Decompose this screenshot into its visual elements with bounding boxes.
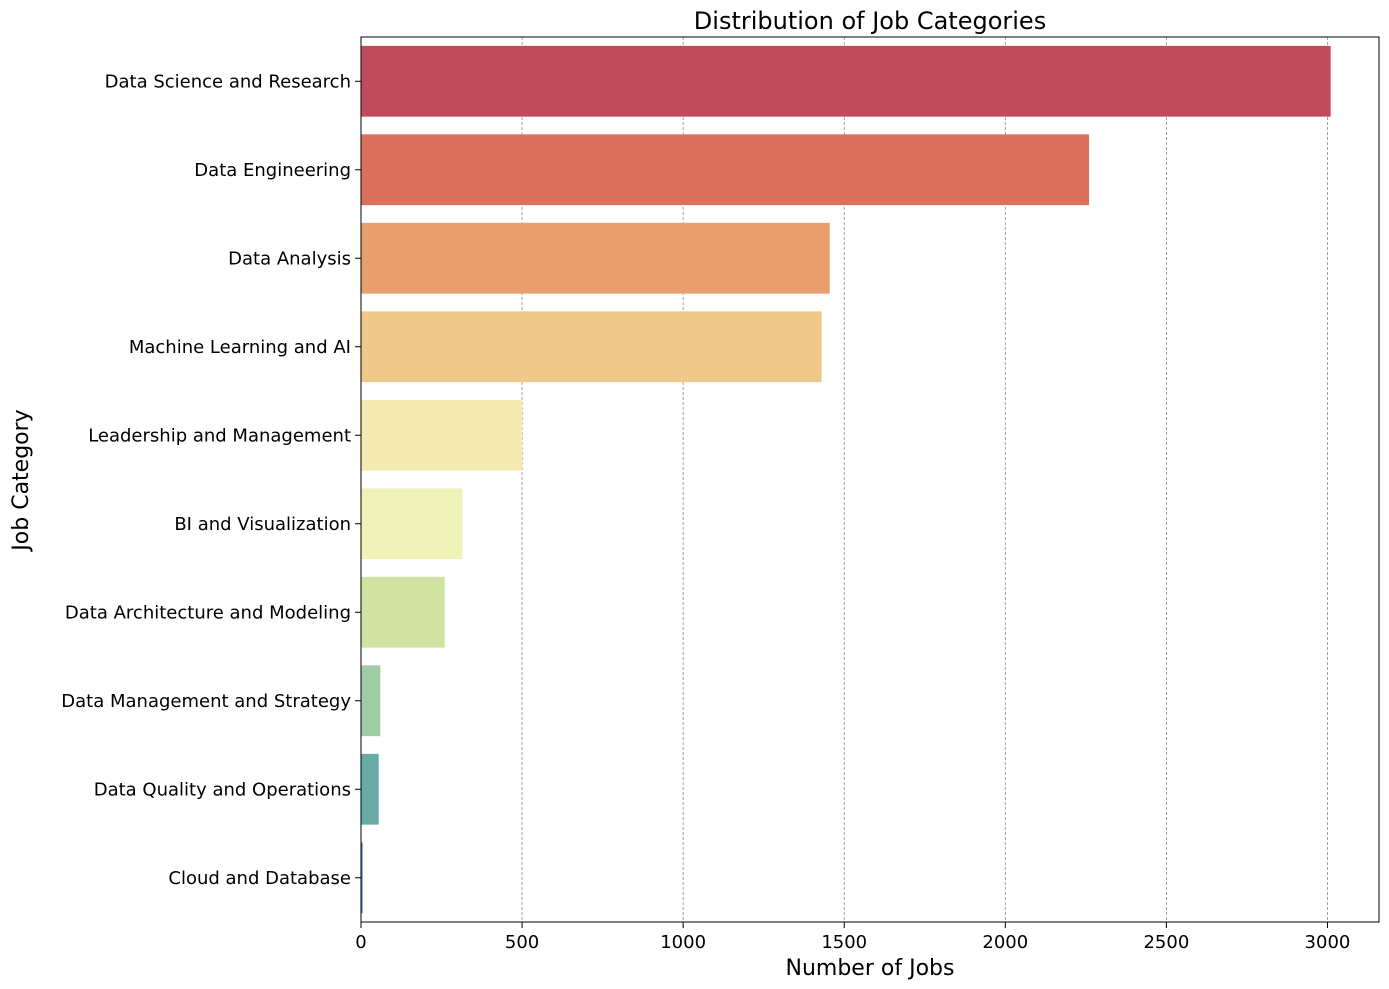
y-category-label: Data Quality and Operations <box>94 779 351 800</box>
y-category-label: Leadership and Management <box>88 425 351 446</box>
x-axis-ticks: 0 500 1000 1500 2000 2500 3000 <box>355 922 1350 953</box>
bar <box>361 842 363 914</box>
bars <box>361 45 1331 914</box>
x-tick-label: 1500 <box>821 932 867 953</box>
plot-frame <box>360 36 1380 923</box>
bar <box>361 753 379 825</box>
y-axis-categories: Data Science and Research Data Engineerin… <box>61 71 361 889</box>
x-axis-title: Number of Jobs <box>786 956 955 981</box>
x-tick-label: 1000 <box>660 932 706 953</box>
bar <box>361 576 445 648</box>
x-tick-label: 2500 <box>1143 932 1189 953</box>
y-category-label: Data Science and Research <box>105 71 351 92</box>
y-category-label: Data Analysis <box>228 248 351 269</box>
bar <box>361 222 830 294</box>
x-tick-label: 500 <box>505 932 539 953</box>
bar <box>361 488 463 560</box>
bar <box>361 45 1331 117</box>
x-tick-label: 3000 <box>1305 932 1351 953</box>
y-category-label: Data Engineering <box>194 160 351 181</box>
y-category-label: BI and Visualization <box>174 514 351 535</box>
chart-title: Distribution of Job Categories <box>694 7 1046 35</box>
bar <box>361 665 381 737</box>
bar <box>361 399 523 471</box>
y-category-label: Cloud and Database <box>168 868 351 889</box>
x-tick-label: 0 <box>355 932 366 953</box>
y-axis-title: Job Category <box>9 409 34 552</box>
bar <box>361 134 1090 206</box>
bar <box>361 311 822 383</box>
y-category-label: Data Architecture and Modeling <box>65 602 351 623</box>
y-category-label: Data Management and Strategy <box>61 691 351 712</box>
y-category-label: Machine Learning and AI <box>129 337 351 358</box>
x-tick-label: 2000 <box>982 932 1028 953</box>
